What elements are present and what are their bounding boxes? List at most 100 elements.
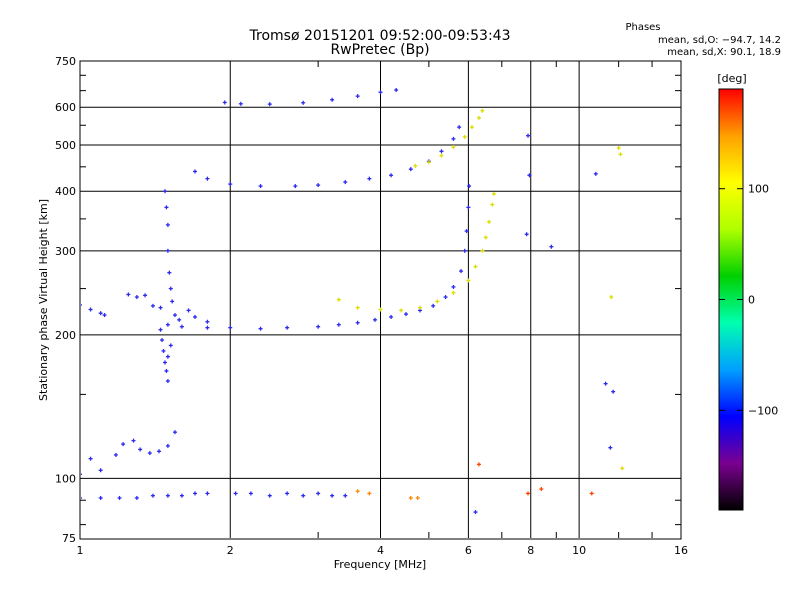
data-point (165, 322, 170, 327)
data-point (316, 491, 321, 496)
data-point (134, 295, 139, 300)
data-point (451, 145, 456, 150)
data-point (138, 447, 143, 452)
data-point (157, 449, 162, 454)
data-point (167, 270, 172, 275)
y-tick-label: 750 (55, 55, 76, 68)
data-point (609, 295, 614, 300)
data-point (451, 136, 456, 141)
data-point (81, 497, 82, 499)
data-point (121, 442, 126, 447)
chart-title-line1: Tromsø 20151201 09:52:00-09:53:43 (249, 28, 511, 44)
data-point (431, 303, 436, 308)
y-axis-label: Stationary phase Virtual Height [km] (37, 199, 50, 401)
data-point (487, 219, 492, 224)
colorbar-tick-label: −100 (748, 404, 778, 417)
data-point (330, 493, 335, 498)
data-point (258, 184, 263, 189)
axis-ticks (80, 61, 681, 538)
data-point (443, 295, 448, 300)
data-point (355, 320, 360, 325)
data-point (126, 292, 131, 297)
data-point (285, 491, 290, 496)
data-point (205, 491, 210, 496)
data-point (467, 184, 472, 189)
x-tick-label: 4 (377, 544, 384, 557)
phases-x-stats: mean, sd,X: 90.1, 18.9 (667, 47, 781, 58)
data-point (172, 430, 177, 435)
data-point (389, 173, 394, 178)
data-point (205, 325, 210, 330)
data-point (158, 327, 163, 332)
data-point (228, 325, 233, 330)
data-point (399, 308, 404, 313)
data-point (616, 145, 621, 150)
data-point (603, 381, 608, 386)
x-tick-labels: 1 2 4 6 8 10 16 (77, 544, 689, 557)
data-point (408, 495, 413, 500)
data-point (117, 495, 122, 500)
data-point (524, 232, 529, 237)
data-point (301, 100, 306, 105)
data-point (228, 182, 233, 187)
y-tick-labels: 750 600 500 400 300 200 100 75 (55, 55, 76, 545)
data-point (98, 311, 103, 316)
data-point (480, 108, 485, 113)
data-point (451, 290, 456, 295)
data-point (355, 94, 360, 99)
data-point (162, 189, 167, 194)
data-point (267, 102, 272, 107)
data-point (172, 313, 177, 318)
data-point (81, 473, 82, 475)
data-point (161, 348, 166, 353)
data-point (539, 487, 544, 492)
data-point (193, 491, 198, 496)
data-point (439, 149, 444, 154)
phases-header: Phases (625, 22, 660, 33)
data-point (113, 452, 118, 457)
data-point (593, 171, 598, 176)
data-point (527, 173, 532, 178)
data-point (462, 134, 467, 139)
data-point (164, 368, 169, 373)
data-point (466, 205, 471, 210)
x-tick-label: 1 (77, 544, 84, 557)
data-point (549, 244, 554, 249)
data-point (464, 229, 469, 234)
data-point (150, 493, 155, 498)
data-point (165, 493, 170, 498)
data-point (165, 222, 170, 227)
data-point (179, 493, 184, 498)
data-point (608, 445, 613, 450)
data-point (222, 100, 227, 105)
data-point (162, 360, 167, 365)
data-point (131, 438, 136, 443)
data-point (459, 269, 464, 274)
data-point (233, 491, 238, 496)
data-point (330, 97, 335, 102)
data-point (147, 451, 152, 456)
x-tick-label: 8 (527, 544, 534, 557)
data-point (160, 338, 165, 343)
data-point (415, 495, 420, 500)
data-point (373, 317, 378, 322)
data-point (316, 324, 321, 329)
x-tick-label: 2 (227, 544, 234, 557)
colorbar-tick-label: 0 (748, 294, 755, 307)
data-point (526, 133, 531, 138)
data-point (343, 493, 348, 498)
data-point (88, 307, 93, 312)
data-point (480, 248, 485, 253)
data-point (389, 314, 394, 319)
x-axis-label: Frequency [MHz] (334, 558, 426, 571)
data-point (439, 153, 444, 158)
data-point (88, 456, 93, 461)
y-tick-label: 600 (55, 101, 76, 114)
data-point (466, 278, 471, 283)
data-point (168, 286, 173, 291)
data-point (258, 326, 263, 331)
x-tick-label: 16 (674, 544, 688, 557)
grid-lines (80, 61, 681, 538)
data-point (165, 379, 170, 384)
data-point (177, 317, 182, 322)
